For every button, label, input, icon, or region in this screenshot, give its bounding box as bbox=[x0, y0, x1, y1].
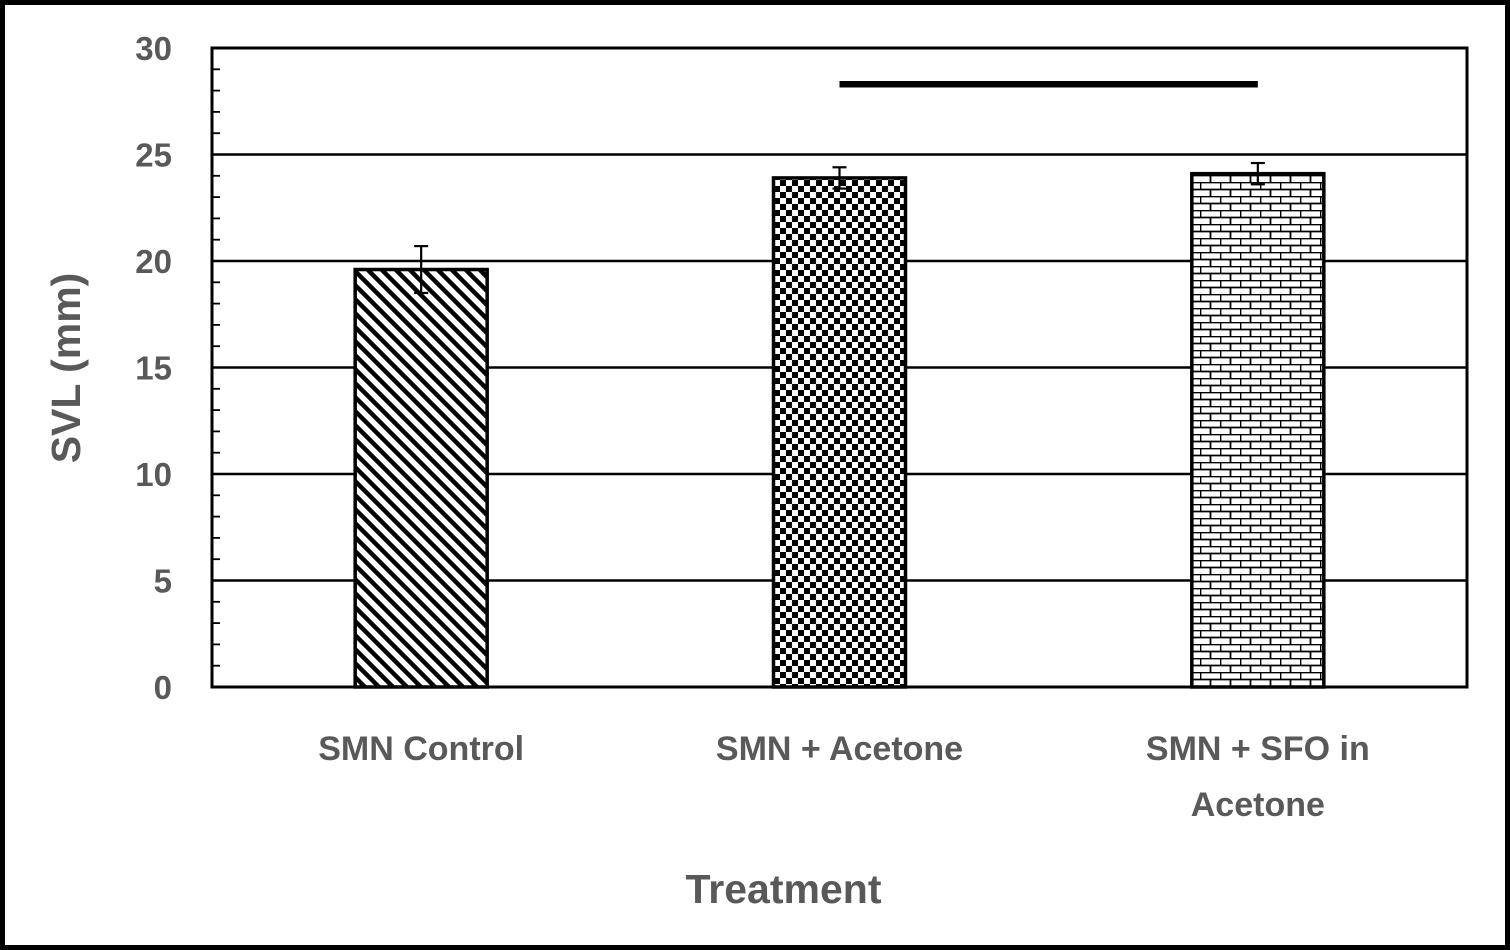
bar-chart: 0 5 10 15 20 25 30 SMN Control SMN + Acetone SMN … bbox=[43, 30, 1469, 912]
y-tick-label-15: 15 bbox=[135, 350, 172, 387]
y-tick-label-5: 5 bbox=[154, 563, 172, 600]
y-axis-title: SVL (mm) bbox=[43, 273, 89, 464]
y-tick-label-20: 20 bbox=[135, 243, 172, 280]
x-tick-label-2: SMN + SFO in bbox=[1146, 730, 1370, 768]
bar-1 bbox=[771, 176, 908, 689]
x-tick-label-2: Acetone bbox=[1191, 786, 1325, 824]
y-tick-label-25: 25 bbox=[135, 137, 172, 174]
y-tick-label-0: 0 bbox=[154, 669, 172, 706]
bar-2 bbox=[1190, 171, 1326, 689]
bar-0 bbox=[353, 267, 489, 689]
axes bbox=[210, 46, 1469, 689]
y-tick-label-10: 10 bbox=[135, 456, 172, 493]
bars bbox=[353, 80, 1326, 689]
x-tick-label-0: SMN Control bbox=[318, 730, 524, 768]
labels: 0 5 10 15 20 25 30 SMN Control SMN + Acetone SMN … bbox=[43, 30, 1370, 912]
plot-area-border bbox=[210, 46, 1469, 689]
x-tick-label-1: SMN + Acetone bbox=[716, 730, 963, 768]
x-axis-title: Treatment bbox=[686, 866, 882, 912]
y-tick-label-30: 30 bbox=[135, 30, 172, 67]
